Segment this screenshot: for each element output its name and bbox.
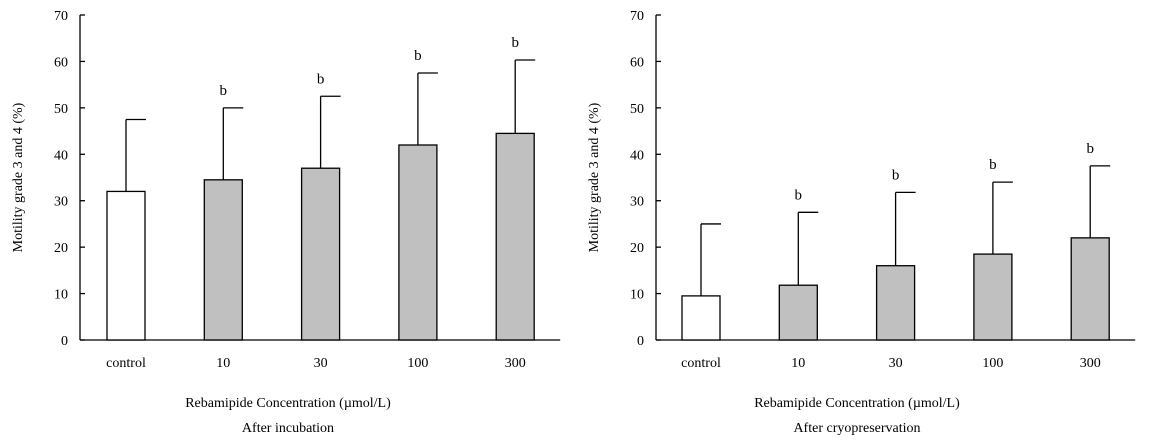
chart-panel-incubation: 0 10 20 30 40 50 60 70 control b 10 b 30 b 100 b 300 Moti…: [11, 9, 561, 436]
bar-30: [875, 265, 916, 341]
y-tick-label: 20: [54, 241, 68, 256]
y-tick-label: 70: [630, 9, 644, 24]
x-tick-label: 10: [216, 356, 230, 371]
bar-control: [106, 190, 146, 341]
bar-100: [398, 144, 438, 341]
significance-label: b: [1086, 141, 1094, 157]
significance-label: b: [414, 48, 422, 64]
bar-10: [203, 179, 243, 341]
x-tick-label: control: [106, 356, 146, 371]
y-axis-label: Motility grade 3 and 4 (%): [587, 102, 602, 252]
bar-10: [778, 284, 818, 341]
y-tick-label: 50: [630, 102, 644, 117]
x-tick-label: 30: [889, 356, 903, 371]
y-axis-label: Motility grade 3 and 4 (%): [11, 102, 26, 252]
significance-label: b: [989, 157, 997, 173]
x-tick-label: 10: [791, 356, 805, 371]
bar-300: [495, 132, 535, 341]
x-tick-label: 300: [505, 356, 526, 371]
y-tick-label: 70: [54, 9, 68, 24]
bar-100: [973, 253, 1013, 341]
chart-caption: After cryopreservation: [793, 421, 920, 436]
chart-caption: After incubation: [242, 421, 334, 436]
y-tick-label: 0: [61, 334, 68, 349]
bar-control: [681, 295, 721, 341]
x-tick-label: 30: [314, 356, 328, 371]
bar-300: [1070, 237, 1110, 341]
bar-30: [300, 167, 341, 341]
y-tick-label: 30: [630, 195, 644, 210]
y-tick-label: 30: [54, 195, 68, 210]
y-tick-label: 60: [54, 55, 68, 70]
y-tick-label: 40: [630, 148, 644, 163]
significance-label: b: [511, 35, 519, 51]
y-tick-label: 40: [54, 148, 68, 163]
x-tick-label: 100: [407, 356, 428, 371]
significance-label: b: [317, 71, 325, 87]
x-tick-label: 100: [982, 356, 1003, 371]
y-tick-label: 0: [637, 334, 644, 349]
y-tick-label: 60: [630, 55, 644, 70]
y-tick-label: 10: [54, 288, 68, 303]
significance-label: b: [795, 187, 803, 203]
significance-label: b: [220, 83, 228, 99]
y-tick-label: 50: [54, 102, 68, 117]
x-axis-label: Rebamipide Concentration (µmol/L): [754, 396, 960, 411]
x-tick-label: control: [681, 356, 721, 371]
y-tick-label: 20: [630, 241, 644, 256]
x-tick-label: 300: [1080, 356, 1101, 371]
y-tick-label: 10: [630, 288, 644, 303]
significance-label: b: [892, 167, 900, 183]
x-axis-label: Rebamipide Concentration (µmol/L): [185, 396, 391, 411]
chart-panel-cryopreservation: 0 10 20 30 40 50 60 70 control b 10 b 30 b 100 b 300 Moti…: [587, 9, 1136, 436]
